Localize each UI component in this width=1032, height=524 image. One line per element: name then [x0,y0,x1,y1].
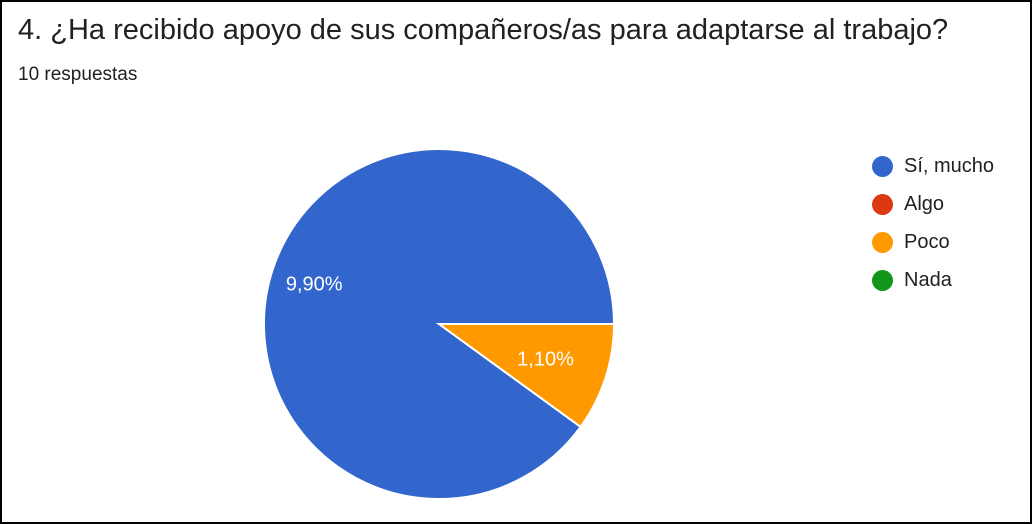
legend-swatch [872,193,893,215]
legend-label: Nada [904,268,952,291]
legend-item-algo[interactable]: Algo [872,185,994,223]
pie-slice[interactable] [435,323,616,429]
pie-data-label: 9,90% [286,273,343,295]
legend-label: Sí, mucho [904,154,995,177]
legend: Sí, mucho Algo Poco Nada [872,147,994,299]
legend-item-poco[interactable]: Poco [872,223,994,261]
legend-item-nada[interactable]: Nada [872,261,994,299]
pie-data-label: 1,10% [517,349,574,371]
legend-item-si-mucho[interactable]: Sí, mucho [872,147,994,185]
chart-title: 4. ¿Ha recibido apoyo de sus compañeros/… [18,14,949,46]
legend-swatch [872,231,893,253]
legend-swatch [872,269,893,291]
legend-label: Poco [904,230,950,253]
response-count: 10 respuestas [18,64,138,85]
legend-swatch [872,155,893,177]
legend-label: Algo [904,192,945,215]
pie-chart: 9,90% 1,10% [263,148,616,500]
